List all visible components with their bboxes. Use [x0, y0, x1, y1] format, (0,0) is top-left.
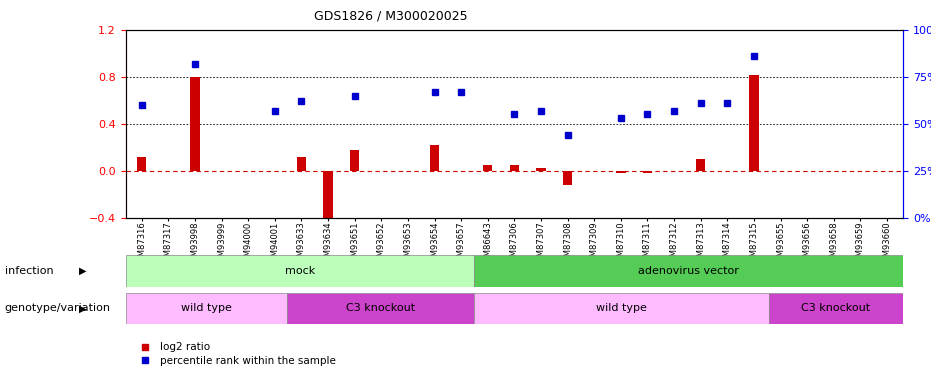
Bar — [616, 171, 626, 173]
Text: adenovirus vector: adenovirus vector — [638, 266, 739, 276]
Bar — [769, 292, 903, 324]
Text: C3 knockout: C3 knockout — [345, 303, 415, 313]
Bar — [483, 165, 492, 171]
Bar — [430, 145, 439, 171]
Text: infection: infection — [5, 266, 53, 276]
Legend: log2 ratio, percentile rank within the sample: log2 ratio, percentile rank within the s… — [131, 338, 340, 370]
Bar — [287, 292, 474, 324]
Text: wild type: wild type — [596, 303, 647, 313]
Bar — [642, 171, 652, 173]
Bar — [137, 157, 146, 171]
Bar — [323, 171, 332, 224]
Text: wild type: wild type — [181, 303, 232, 313]
Bar — [190, 77, 199, 171]
Text: GDS1826 / M300020025: GDS1826 / M300020025 — [314, 9, 468, 22]
Bar — [297, 157, 306, 171]
Text: genotype/variation: genotype/variation — [5, 303, 111, 313]
Bar — [126, 255, 474, 287]
Text: C3 knockout: C3 knockout — [802, 303, 870, 313]
Bar — [474, 292, 769, 324]
Text: ▶: ▶ — [79, 266, 87, 276]
Bar — [536, 168, 546, 171]
Bar — [509, 165, 519, 171]
Text: mock: mock — [285, 266, 315, 276]
Bar — [563, 171, 573, 185]
Bar — [350, 150, 359, 171]
Text: ▶: ▶ — [79, 303, 87, 313]
Bar — [749, 75, 759, 171]
Bar — [696, 159, 706, 171]
Bar — [126, 292, 287, 324]
Bar — [474, 255, 903, 287]
